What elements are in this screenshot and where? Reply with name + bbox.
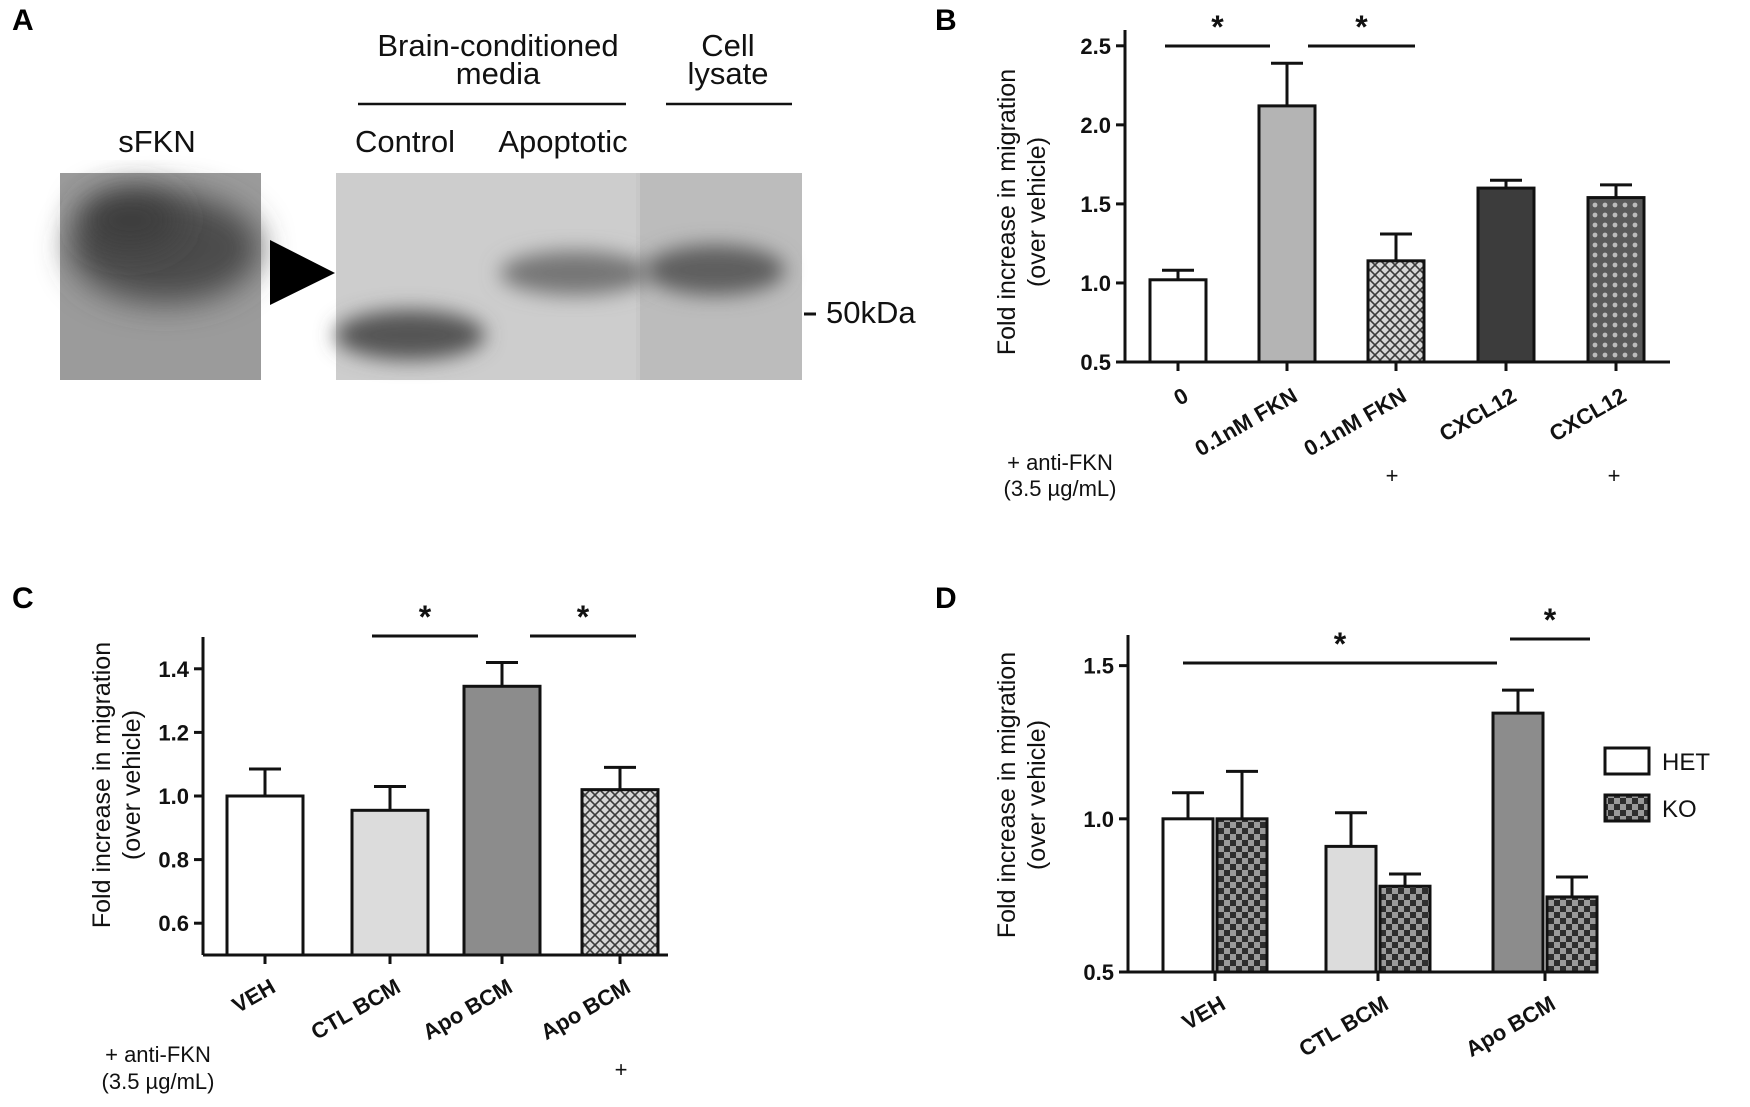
panel-c-ytick-label-4: 1.4 bbox=[158, 657, 189, 682]
panel-d-xtick-label-2: Apo BCM bbox=[1461, 991, 1559, 1062]
panel-b-ylabel-line1: Fold increase in migration bbox=[993, 69, 1021, 355]
panel-d-het-bar-0 bbox=[1161, 817, 1215, 974]
panel-d-het-bar-2 bbox=[1491, 711, 1545, 974]
panel-d-xtick-label-0: VEH bbox=[1178, 991, 1230, 1035]
panel-d-ytick-label-2: 1.5 bbox=[1083, 654, 1114, 679]
panel-b-bar-2 bbox=[1366, 259, 1426, 364]
panel-c-treatment-line1: + anti-FKN bbox=[105, 1042, 211, 1067]
panel-c-bar-3 bbox=[580, 788, 660, 957]
panel-c-bar-2 bbox=[462, 684, 542, 957]
panel-b-xtick-label-3: CXCL12 bbox=[1435, 383, 1521, 447]
panel-d: D Fold increase in migration (over vehic… bbox=[935, 582, 1710, 1062]
panel-b-ytick-label-2: 1.5 bbox=[1080, 192, 1111, 217]
panel-c-xtick-label-0: VEH bbox=[228, 974, 280, 1018]
panel-b-plus-4: + bbox=[1608, 463, 1621, 488]
panel-d-ylabel-line2: (over vehicle) bbox=[1023, 720, 1051, 870]
bcm-title-line1: Brain-conditioned bbox=[377, 28, 618, 63]
lane-apoptotic-label: Apoptotic bbox=[498, 124, 627, 159]
panel-c-ytick-label-2: 1.0 bbox=[158, 784, 189, 809]
panel-c-treatment-line2: (3.5 µg/mL) bbox=[102, 1069, 215, 1094]
panel-b-ytick-label-0: 0.5 bbox=[1080, 350, 1111, 375]
panel-c-xtick-label-2: Apo BCM bbox=[418, 974, 516, 1045]
panel-c-ytick-label-1: 0.8 bbox=[158, 848, 189, 873]
panel-b-sig-star-0: * bbox=[1211, 9, 1224, 45]
panel-b-xtick-label-4: CXCL12 bbox=[1545, 383, 1631, 447]
panel-d-het-bar-1 bbox=[1324, 844, 1378, 974]
sfkn-label: sFKN bbox=[118, 124, 196, 159]
panel-d-legend: HET KO bbox=[1603, 746, 1710, 823]
panel-b-ytick-label-1: 1.0 bbox=[1080, 271, 1111, 296]
bcm-title-line2: media bbox=[456, 56, 541, 91]
panel-d-sig-star-1: * bbox=[1544, 602, 1557, 638]
panel-c-bar-1 bbox=[350, 808, 430, 957]
panel-b: B Fold increase in migration (over vehic… bbox=[935, 4, 1670, 501]
legend-het-label: HET bbox=[1662, 749, 1710, 776]
panel-d-letter: D bbox=[935, 582, 957, 615]
panel-b-plus-2: + bbox=[1386, 463, 1399, 488]
cell-title-line2: lysate bbox=[688, 56, 769, 91]
panel-b-ytick-label-4: 2.5 bbox=[1080, 34, 1111, 59]
panel-c-xtick-label-3: Apo BCM bbox=[536, 974, 634, 1045]
panel-b-treatment-line2: (3.5 µg/mL) bbox=[1004, 476, 1117, 501]
panel-b-xtick-label-0: 0 bbox=[1169, 383, 1192, 411]
legend-ko-swatch bbox=[1603, 793, 1651, 823]
panel-c: C Fold increase in migration (over vehic… bbox=[12, 582, 668, 1094]
panel-d-ko-bar-2 bbox=[1545, 895, 1599, 974]
sfkn-blot-image bbox=[60, 173, 261, 380]
panel-d-sig-star-0: * bbox=[1334, 626, 1347, 662]
panel-b-bar-3 bbox=[1476, 186, 1536, 364]
panel-b-bar-0 bbox=[1148, 278, 1208, 364]
panel-b-sig-star-1: * bbox=[1355, 9, 1368, 45]
panel-a: A sFKN Brain-conditioned media Cell lysa… bbox=[12, 4, 916, 380]
panel-b-ytick-label-3: 2.0 bbox=[1080, 113, 1111, 138]
panel-b-bar-4 bbox=[1586, 196, 1646, 364]
lane-control-label: Control bbox=[355, 124, 455, 159]
panel-b-bar-1 bbox=[1257, 104, 1317, 364]
panel-c-sig-star-1: * bbox=[577, 599, 590, 635]
panel-d-ko-bar-0 bbox=[1215, 817, 1269, 974]
legend-ko-label: KO bbox=[1662, 796, 1697, 823]
panel-d-chart: 0.5 1.0 1.5 VEH CTL BCM Apo BCM * * bbox=[1083, 602, 1599, 1062]
panel-b-ylabel-line2: (over vehicle) bbox=[1023, 137, 1051, 287]
marker-50kda-label: 50kDa bbox=[826, 295, 916, 330]
panel-c-plus-3: + bbox=[615, 1057, 628, 1082]
panel-d-ytick-label-1: 1.0 bbox=[1083, 807, 1114, 832]
panel-c-bar-0 bbox=[225, 794, 305, 957]
panel-c-ytick-label-0: 0.6 bbox=[158, 911, 189, 936]
legend-het-swatch bbox=[1603, 746, 1651, 776]
panel-c-sig-star-0: * bbox=[419, 599, 432, 635]
panel-d-ytick-label-0: 0.5 bbox=[1083, 960, 1114, 985]
panel-c-ytick-label-3: 1.2 bbox=[158, 720, 189, 745]
arrowhead-icon bbox=[270, 240, 335, 305]
panel-b-letter: B bbox=[935, 4, 957, 37]
panel-b-treatment-line1: + anti-FKN bbox=[1007, 450, 1113, 475]
panel-d-xtick-label-1: CTL BCM bbox=[1295, 991, 1393, 1062]
panel-c-ylabel-line1: Fold increase in migration bbox=[88, 642, 116, 928]
panel-c-xtick-label-1: CTL BCM bbox=[307, 974, 405, 1045]
panel-c-ylabel-line2: (over vehicle) bbox=[118, 710, 146, 860]
panel-b-xtick-label-1: 0.1nM FKN bbox=[1191, 383, 1302, 461]
cell-title-line1: Cell bbox=[701, 28, 754, 63]
western-blot-image bbox=[335, 173, 802, 380]
panel-d-ko-bar-1 bbox=[1378, 884, 1432, 974]
panel-d-ylabel-line1: Fold increase in migration bbox=[993, 652, 1021, 938]
panel-a-letter: A bbox=[12, 4, 34, 37]
panel-b-xtick-label-2: 0.1nM FKN bbox=[1300, 383, 1411, 461]
panel-c-letter: C bbox=[12, 582, 34, 615]
